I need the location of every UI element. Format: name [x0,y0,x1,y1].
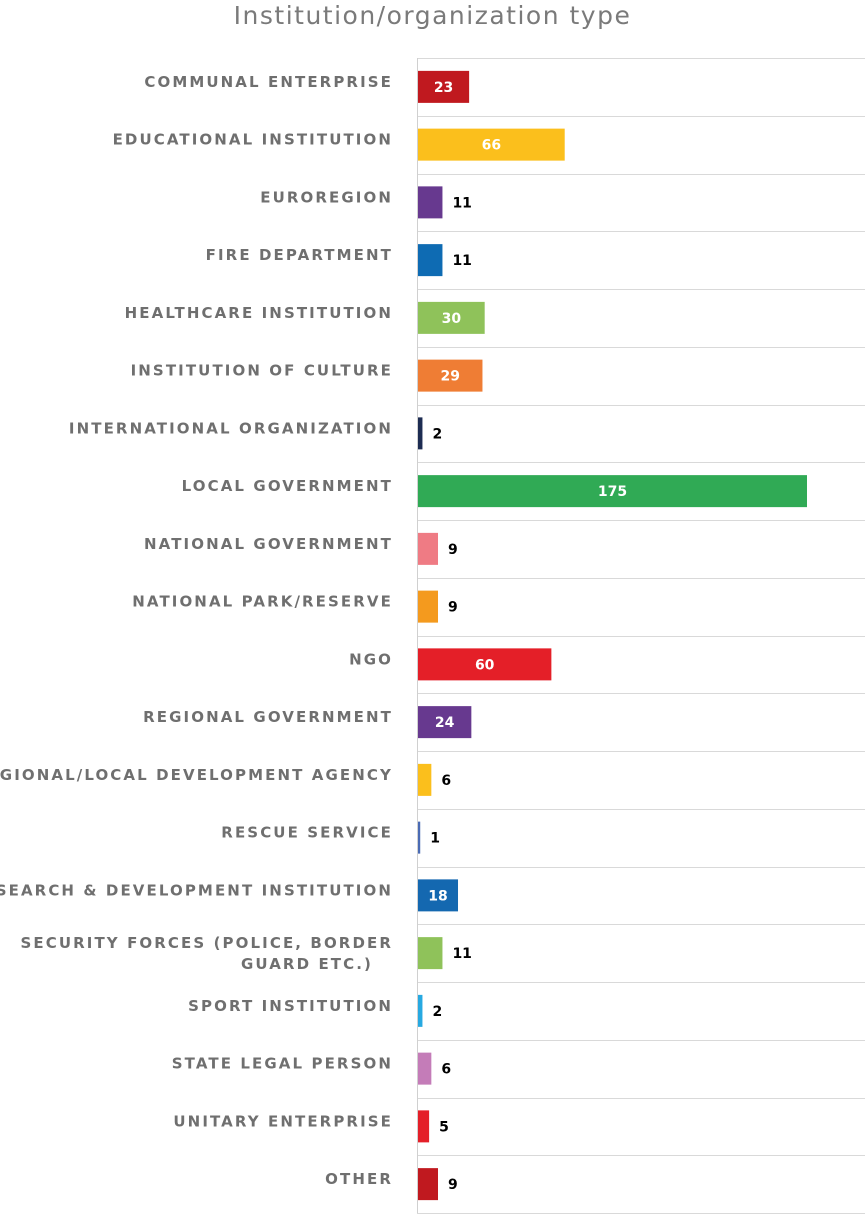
category-label: INTERNATIONAL ORGANIZATION [69,419,393,437]
data-label: 5 [439,1119,449,1135]
data-label: 11 [452,195,471,211]
category-label: FIRE DEPARTMENT [206,246,393,264]
data-label: 29 [440,369,459,385]
category-label: NATIONAL PARK/RESERVE [132,593,393,611]
category-label: NATIONAL GOVERNMENT [144,535,393,553]
category-label: REGIONAL GOVERNMENT [143,708,393,726]
data-label: 9 [448,600,458,616]
category-label: NGO [349,650,393,668]
data-label: 6 [441,773,451,789]
data-label: 66 [482,138,501,154]
category-label: RESCUE SERVICE [221,824,393,842]
data-label: 9 [448,1177,458,1193]
category-label: UNITARY ENTERPRISE [173,1112,393,1130]
data-label: 175 [598,484,627,500]
category-label: SPORT INSTITUTION [188,997,393,1015]
category-label: HEALTHCARE INSTITUTION [125,304,393,322]
data-label: 6 [441,1062,451,1078]
bar [418,359,483,392]
chart-title: Institution/organization type [233,1,632,30]
bar [418,128,565,161]
bar [418,590,439,623]
bar [418,879,459,912]
data-label: 24 [435,715,455,731]
bar [418,186,443,219]
data-label: 1 [430,831,440,847]
data-label: 18 [428,888,447,904]
data-label: 30 [442,311,462,327]
bar [418,244,443,277]
data-label: 11 [452,946,471,962]
bar [418,1052,432,1085]
bar [418,706,472,739]
category-label: REGIONAL/LOCAL DEVELOPMENT AGENCY [0,766,393,784]
category-label: RESEARCH & DEVELOPMENT INSTITUTION [0,881,393,899]
bar [418,417,423,450]
data-label: 11 [452,253,471,269]
bar [418,1168,439,1201]
bar [418,648,552,681]
bar [418,937,443,970]
bar [418,532,439,565]
bar [418,475,807,508]
bar [418,301,485,334]
category-label: INSTITUTION OF CULTURE [131,362,393,380]
data-label: 9 [448,542,458,558]
category-label: STATE LEGAL PERSON [172,1055,393,1073]
bar [418,1110,430,1143]
category-label: SECURITY FORCES (POLICE, BORDER GUARD ETC… [20,934,393,973]
data-label: 23 [434,80,453,96]
data-label: 60 [475,657,495,673]
bar [418,70,470,103]
bar [418,763,432,796]
bar [418,821,421,854]
category-label: COMMUNAL ENTERPRISE [144,73,393,91]
category-label: EUROREGION [260,188,393,206]
category-label: LOCAL GOVERNMENT [182,477,393,495]
data-label: 2 [432,1004,442,1020]
category-label: EDUCATIONAL INSTITUTION [113,131,393,149]
bar [418,994,423,1027]
data-label: 2 [432,426,442,442]
category-label: OTHER [325,1170,393,1188]
